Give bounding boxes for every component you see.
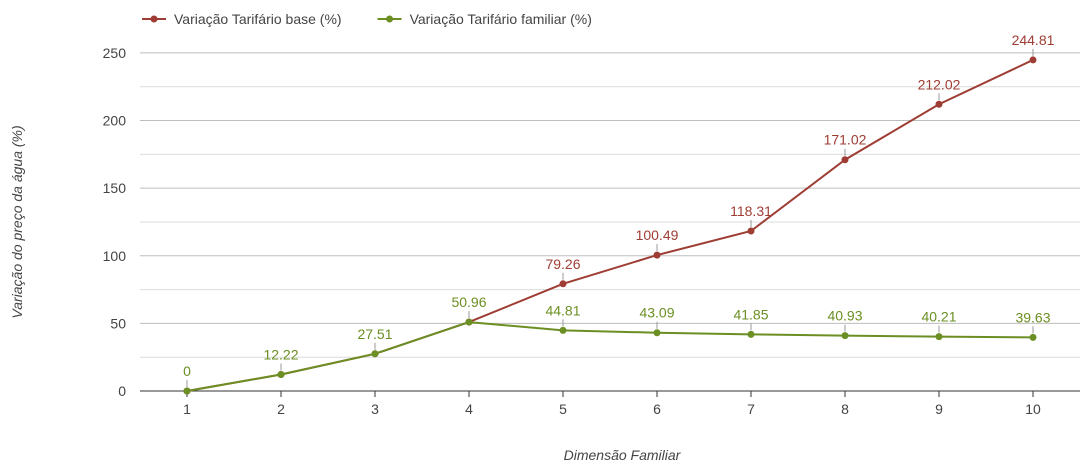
data-point[interactable] (653, 251, 661, 259)
x-tick-label: 5 (559, 401, 567, 417)
data-label: 171.02 (824, 132, 867, 148)
data-point[interactable] (841, 332, 849, 340)
data-label: 100.49 (636, 227, 679, 243)
data-label: 50.96 (451, 294, 486, 310)
legend-swatch-dot (150, 15, 158, 23)
x-tick-label: 7 (747, 401, 755, 417)
y-tick-label: 50 (110, 315, 126, 331)
x-tick-label: 4 (465, 401, 473, 417)
data-label: 244.81 (1012, 32, 1055, 48)
x-tick-label: 6 (653, 401, 661, 417)
data-point[interactable] (371, 350, 379, 358)
data-label: 40.93 (827, 308, 862, 324)
x-tick-label: 10 (1025, 401, 1041, 417)
data-label: 118.31 (730, 203, 772, 219)
data-point[interactable] (935, 100, 943, 108)
series-layer (183, 56, 1037, 395)
legend[interactable]: Variação Tarifário base (%) Variação Tari… (142, 11, 592, 27)
y-tick-label: 100 (103, 248, 127, 264)
data-point[interactable] (559, 280, 567, 288)
grid-lines (140, 52, 1080, 392)
data-point[interactable] (747, 330, 755, 338)
legend-label: Variação Tarifário base (%) (174, 11, 342, 27)
data-label: 12.22 (263, 346, 298, 362)
data-point[interactable] (747, 227, 755, 235)
x-tick-label: 1 (183, 401, 191, 417)
data-label: 79.26 (545, 256, 580, 272)
y-tick-label: 0 (118, 383, 126, 399)
x-tick-label: 2 (277, 401, 285, 417)
legend-label: Variação Tarifário familiar (%) (410, 11, 592, 27)
data-point[interactable] (1029, 56, 1037, 64)
x-axis-title: Dimensão Familiar (564, 447, 682, 463)
x-tick-label: 9 (935, 401, 943, 417)
data-point[interactable] (465, 318, 473, 326)
data-point[interactable] (183, 387, 191, 395)
y-tick-label: 200 (103, 113, 127, 129)
data-point[interactable] (841, 156, 849, 164)
data-label: 43.09 (639, 305, 674, 321)
data-point[interactable] (277, 370, 285, 378)
data-point[interactable] (935, 333, 943, 341)
x-tick-label: 8 (841, 401, 849, 417)
data-point[interactable] (1029, 333, 1037, 341)
data-label: 27.51 (357, 326, 392, 342)
data-label: 0 (183, 363, 191, 379)
data-labels: 79.26 100.49 118.31 171.02 212.02 244.81 0 12.2… (183, 32, 1055, 387)
series-line-1 (186, 321, 1034, 392)
y-tick-label: 250 (103, 45, 127, 61)
y-tick-label: 150 (103, 180, 127, 196)
x-tick-label: 3 (371, 401, 379, 417)
data-label: 44.81 (545, 302, 580, 318)
data-label: 40.21 (921, 309, 956, 325)
data-point[interactable] (559, 326, 567, 334)
data-label: 212.02 (918, 76, 961, 92)
y-axis-title: Variação do preço da água (%) (9, 125, 25, 318)
data-point[interactable] (653, 329, 661, 337)
data-label: 41.85 (733, 306, 768, 322)
legend-swatch-dot (386, 15, 394, 23)
legend-item-1[interactable]: Variação Tarifário familiar (%) (377, 11, 592, 27)
data-label: 39.63 (1015, 309, 1050, 325)
axes: 0 50 100 150 200 250 1 2 3 4 5 6 7 8 9 10 (103, 45, 1041, 417)
legend-item-0[interactable]: Variação Tarifário base (%) (142, 11, 342, 27)
series-line-0 (186, 59, 1034, 392)
